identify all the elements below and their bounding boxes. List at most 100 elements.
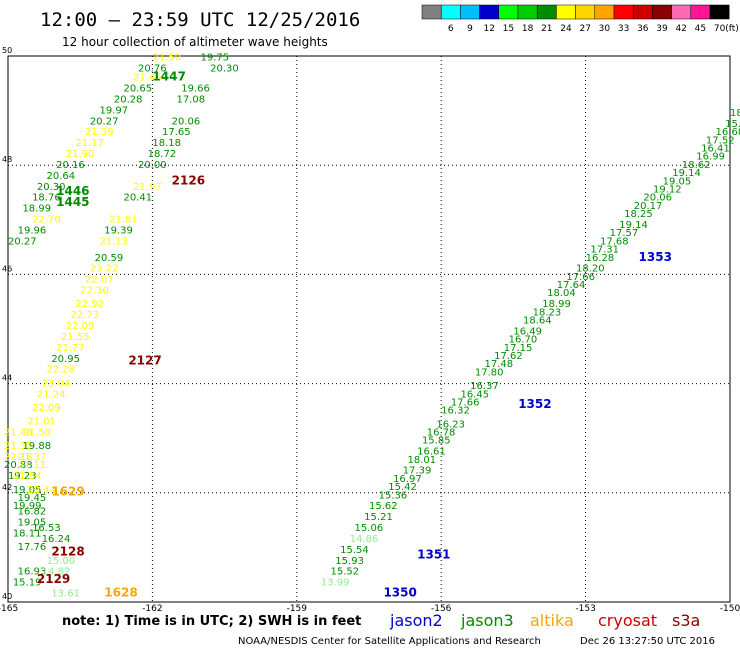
swh-value: 21.97 <box>133 182 162 193</box>
swh-value: 22.09 <box>66 321 95 332</box>
swh-value: 19.45 <box>18 493 47 504</box>
scale-value: 6 <box>448 24 454 34</box>
swh-value: 23.22 <box>90 264 119 275</box>
satellite-jason3: jason3 <box>460 611 514 630</box>
pass-label: 1352 <box>518 397 551 411</box>
swh-value: 17.64 <box>557 280 586 291</box>
swh-value: 18.76 <box>32 193 61 204</box>
scale-swatch <box>594 4 615 20</box>
swh-value: 15.00 <box>47 556 76 567</box>
swh-value: 19.05 <box>13 485 42 496</box>
swh-value: 15.54 <box>340 545 369 556</box>
swh-value: 22.28 <box>47 365 76 376</box>
swh-value: 22.07 <box>85 275 114 286</box>
scale-swatch <box>479 4 500 20</box>
swh-value: 16.99 <box>696 152 725 163</box>
swh-value: 20.95 <box>51 354 80 365</box>
swh-value: 22.73 <box>71 310 100 321</box>
swh-value: 20.41 <box>124 193 153 204</box>
swh-value: 15.93 <box>335 556 364 567</box>
axis-tick-labels: -165 -162 -159 -156 -153 -150 40 42 44 46 48 50 <box>0 46 740 614</box>
pass-label: 1629 <box>51 485 84 499</box>
plot-frame <box>7 55 731 603</box>
scale-swatch <box>690 4 711 20</box>
swh-value: 17.48 <box>485 359 514 370</box>
swh-value: 19.99 <box>13 501 42 512</box>
x-tick-label: -159 <box>287 604 308 614</box>
y-tick-label: 48 <box>2 155 12 164</box>
swh-value: 20.65 <box>124 83 153 94</box>
swh-value: 22.44 <box>27 485 56 496</box>
swh-value: 15.36 <box>379 490 408 501</box>
swh-value: 20.06 <box>643 193 672 204</box>
swh-value: 21.81 <box>109 215 138 226</box>
swh-value: 17.76 <box>18 542 47 553</box>
swh-value: 20.17 <box>634 201 663 212</box>
swh-value: 19.39 <box>104 225 133 236</box>
swh-value: 18.04 <box>547 288 576 299</box>
swh-value: 15.21 <box>364 512 393 523</box>
y-tick-label: 50 <box>2 46 12 55</box>
swh-value: 22.92 <box>75 299 104 310</box>
scale-swatch <box>498 4 519 20</box>
pass-label: 1628 <box>104 586 137 600</box>
scale-value: 15 <box>503 24 514 34</box>
swh-value: 15.85 <box>422 436 451 447</box>
map-title: 12:00 – 23:59 UTC 12/25/2016 <box>40 9 360 31</box>
swh-value: 13.99 <box>321 578 350 589</box>
swh-value: 16.28 <box>586 253 615 264</box>
swh-value: 18.01 <box>408 455 437 466</box>
swh-value: 19.14 <box>619 220 648 231</box>
swh-value: 16.23 <box>436 419 465 430</box>
swh-value: 19.05 <box>18 518 47 529</box>
pass-label: 1351 <box>417 547 450 561</box>
x-tick-label: -165 <box>0 604 18 614</box>
satellite-jason2: jason2 <box>389 611 443 630</box>
swh-value: 21.13 <box>99 236 128 247</box>
map-subtitle: 12 hour collection of altimeter wave hei… <box>62 35 328 49</box>
scale-swatch <box>613 4 634 20</box>
scale-value: 21 <box>541 24 552 34</box>
swh-value: 21.45 <box>133 73 162 84</box>
swh-value: 18.99 <box>22 204 51 215</box>
scale-value: 39 <box>656 24 668 34</box>
scale-value: 27 <box>579 24 590 34</box>
swh-value: 18.25 <box>624 209 653 220</box>
swh-value: 18.99 <box>542 299 571 310</box>
scale-value: 9 <box>467 24 473 34</box>
scale-swatch <box>517 4 538 20</box>
swh-value: 17.15 <box>504 343 533 354</box>
swh-value: 19.23 <box>8 471 37 482</box>
swh-value: 17.08 <box>176 94 205 105</box>
swh-value: 21.55 <box>61 332 90 343</box>
swh-value: 21.39 <box>85 127 114 138</box>
swh-value: 21.17 <box>75 138 104 149</box>
swh-value: 19.12 <box>653 185 682 196</box>
swh-value: 18.20 <box>576 264 605 275</box>
swh-value: 20.64 <box>47 171 76 182</box>
swh-value: 23.04 <box>42 378 71 389</box>
y-tick-label: 40 <box>2 592 12 601</box>
swh-value: 22.09 <box>32 403 61 414</box>
scale-unit: (ft) <box>725 24 739 34</box>
pass-label: 1445 <box>56 195 89 209</box>
pass-label: 2128 <box>51 545 84 559</box>
x-tick-label: -153 <box>575 604 595 614</box>
swh-value: 16.82 <box>18 507 47 518</box>
swh-value: 16.24 <box>42 534 71 545</box>
swh-value: 17.66 <box>566 272 595 283</box>
swh-value: 18 <box>730 108 740 119</box>
swh-value: 18.72 <box>148 149 177 160</box>
swh-value: 14.82 <box>42 567 71 578</box>
swh-value: 17.62 <box>494 351 523 362</box>
pass-label: 1447 <box>152 70 185 84</box>
swh-value: 19.66 <box>181 83 210 94</box>
swh-value: 21.77 <box>56 343 85 354</box>
scale-value: 12 <box>483 24 494 34</box>
swh-value: 16.97 <box>393 474 422 485</box>
footer-note: note: 1) Time is in UTC; 2) SWH is in fe… <box>62 614 361 629</box>
scale-value: 18 <box>522 24 534 34</box>
